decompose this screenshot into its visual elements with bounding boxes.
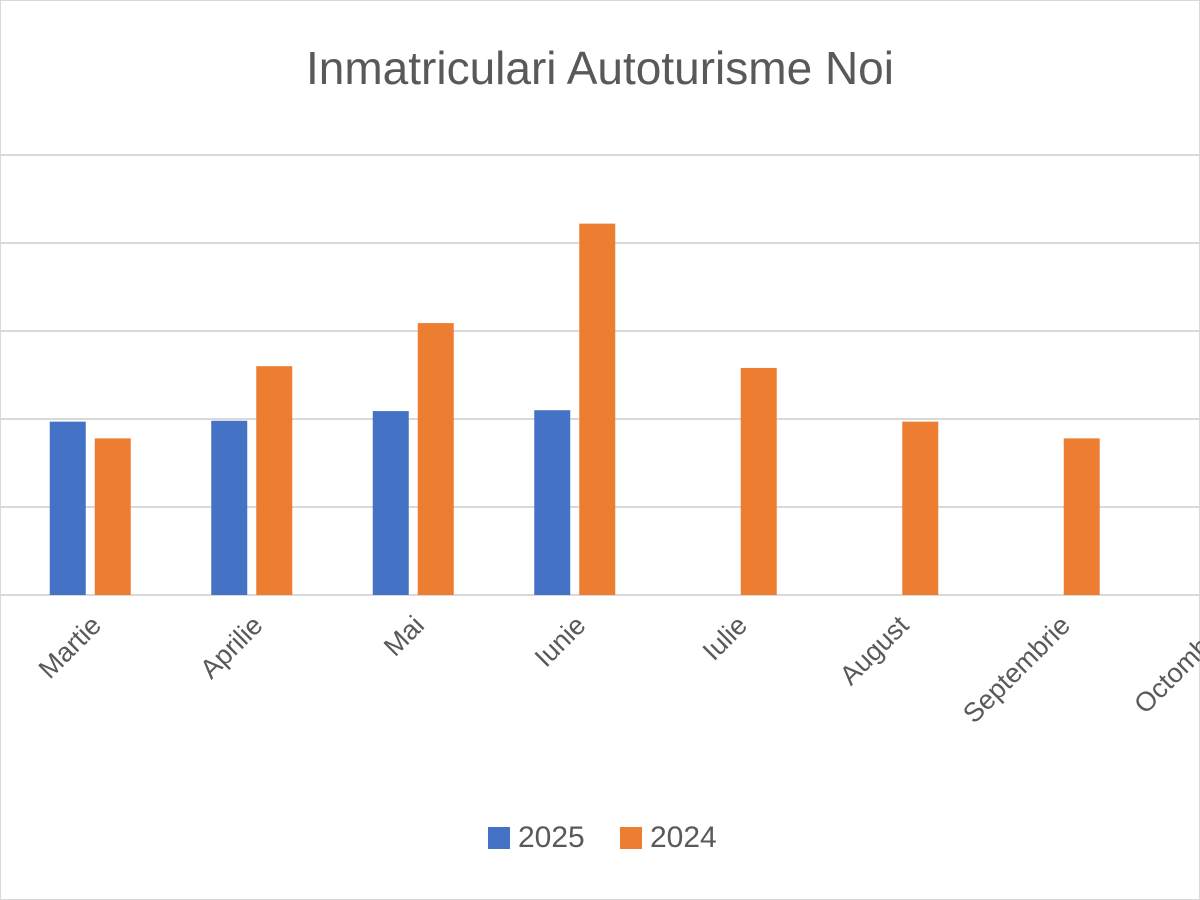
chart-title: Inmatriculari Autoturisme Noi xyxy=(306,42,894,94)
bar xyxy=(49,421,86,595)
legend-swatch xyxy=(620,827,642,849)
legend-label: 2024 xyxy=(650,821,717,854)
bar xyxy=(417,323,454,595)
x-tick-label: Aprilie xyxy=(194,610,268,684)
bar xyxy=(902,421,939,595)
x-tick-label: August xyxy=(834,610,915,691)
bar xyxy=(579,223,616,595)
bar xyxy=(534,410,571,595)
x-tick-label: Septembrie xyxy=(957,610,1076,729)
bar xyxy=(211,420,248,595)
legend-swatch xyxy=(488,827,510,849)
x-tick-label: Mai xyxy=(378,610,430,662)
x-tick-label: Octombrie xyxy=(1128,610,1200,719)
x-tick-label: Iunie xyxy=(529,610,592,673)
bar xyxy=(94,438,131,595)
x-tick-label: Iulie xyxy=(697,610,753,666)
bar xyxy=(1063,438,1100,595)
bar xyxy=(740,367,777,595)
bar xyxy=(372,411,409,595)
bar xyxy=(256,366,293,595)
legend-label: 2025 xyxy=(518,821,585,854)
x-tick-label: Martie xyxy=(33,610,107,684)
